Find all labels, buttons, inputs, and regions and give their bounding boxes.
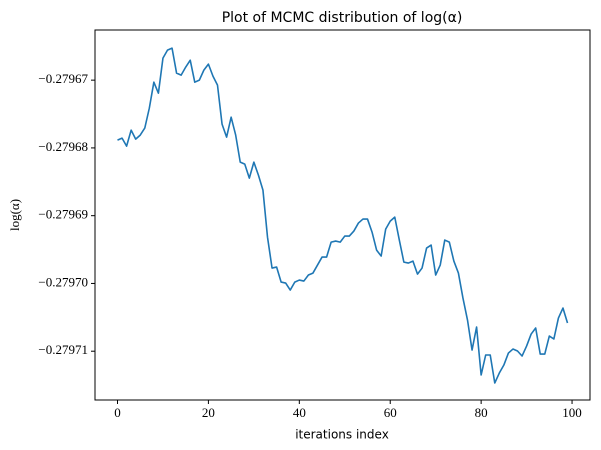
- x-tick-label: 40: [293, 405, 306, 420]
- y-tick-label: −0.27969: [38, 207, 88, 222]
- data-line: [117, 47, 569, 384]
- chart-title: Plot of MCMC distribution of log(α): [222, 10, 463, 26]
- x-tick-label: 80: [475, 405, 488, 420]
- x-tick-label: 0: [114, 405, 121, 420]
- axes-frame: [94, 29, 591, 401]
- y-tick-label: −0.27971: [38, 342, 88, 357]
- x-tick-label: 100: [562, 405, 582, 420]
- y-tick-label: −0.27968: [38, 139, 88, 154]
- x-tick-label: 60: [384, 405, 397, 420]
- y-tick-label: −0.27967: [38, 71, 88, 86]
- y-axis-label: log(α): [7, 199, 22, 231]
- y-tick-label: −0.27970: [38, 274, 88, 289]
- x-axis-label: iterations index: [295, 428, 389, 442]
- x-tick-label: 20: [202, 405, 215, 420]
